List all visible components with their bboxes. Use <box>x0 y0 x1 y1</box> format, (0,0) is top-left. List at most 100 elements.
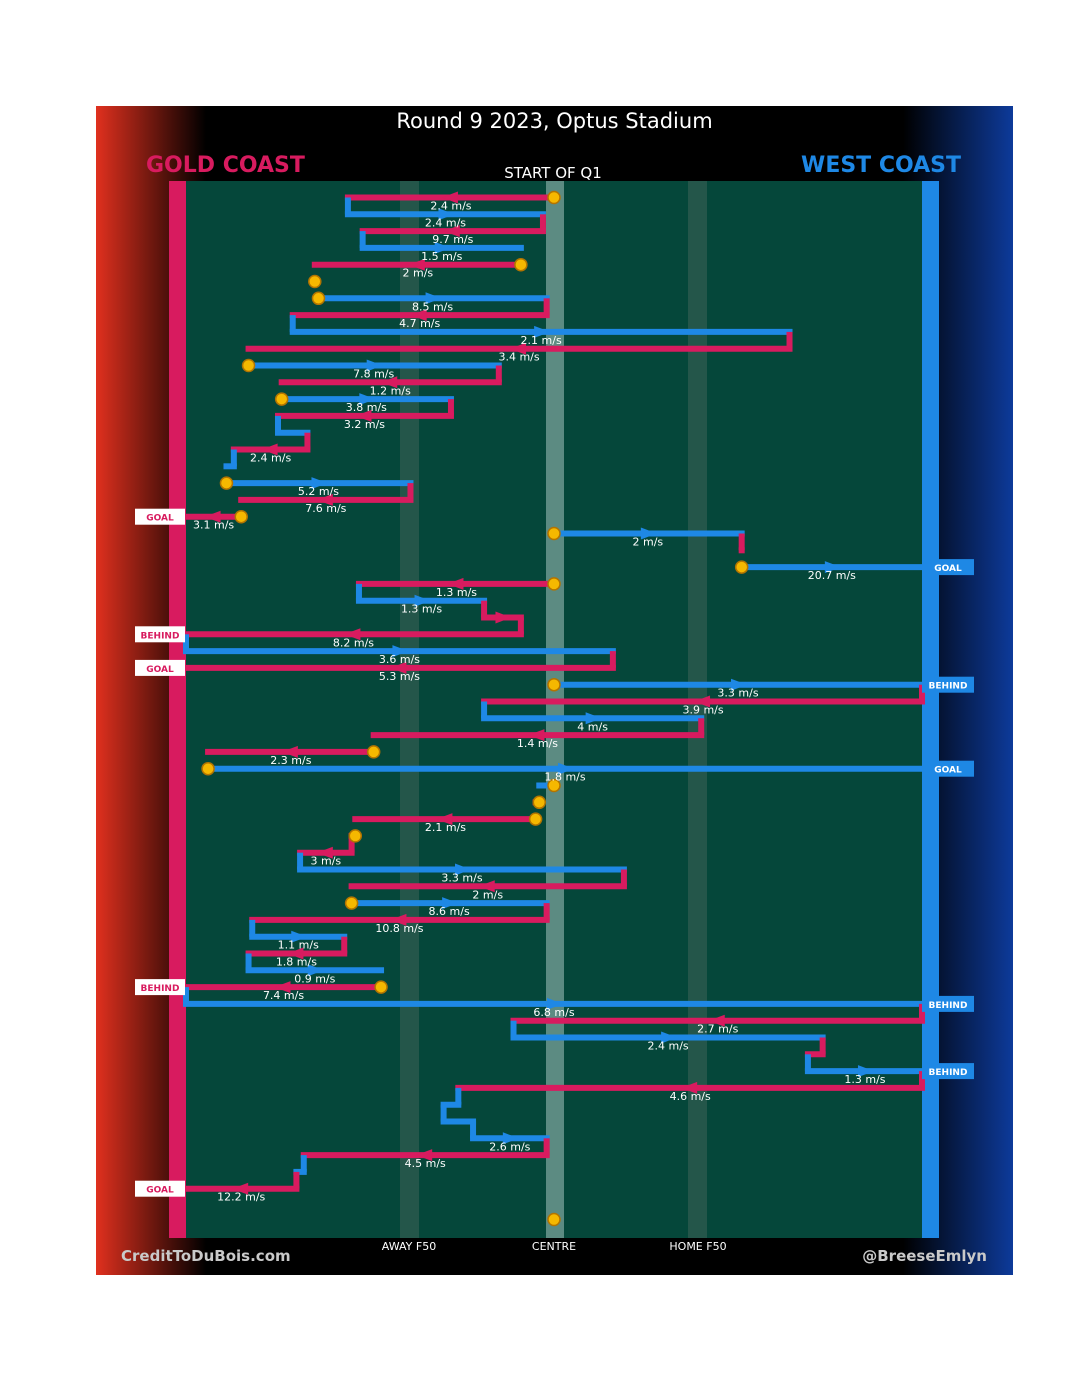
score-badge-label: GOAL <box>934 766 962 776</box>
direction-arrow <box>425 292 442 305</box>
possession-start-marker <box>311 291 326 306</box>
speed-label: 4.6 m/s <box>670 1090 711 1103</box>
speed-label: 8.5 m/s <box>412 300 453 313</box>
score-badge <box>922 995 974 1012</box>
speed-label: 12.2 m/s <box>217 1191 265 1204</box>
direction-arrow <box>640 527 657 540</box>
speed-label: 3.1 m/s <box>193 519 234 532</box>
possession-start-marker <box>547 677 561 692</box>
direction-arrow <box>478 880 495 893</box>
direction-arrow <box>694 695 711 708</box>
speed-label: 3.8 m/s <box>346 401 387 414</box>
home-f50-band <box>688 181 707 1238</box>
speed-label: 1.1 m/s <box>278 939 319 952</box>
field-zone-bands <box>400 181 707 1238</box>
away-f50-band <box>400 181 419 1238</box>
direction-arrow <box>390 661 407 674</box>
speed-label: 0.9 m/s <box>294 972 335 985</box>
direction-arrow <box>392 645 409 658</box>
credit-right: @BreeseEmlyn <box>862 1247 987 1265</box>
direction-arrow <box>311 477 328 490</box>
possession-start-marker <box>241 358 256 373</box>
speed-label: 20.7 m/s <box>808 569 856 582</box>
speed-label: 8.6 m/s <box>429 905 470 918</box>
speed-label: 2 m/s <box>472 888 503 901</box>
speed-label: 7.4 m/s <box>263 989 304 1002</box>
direction-arrow <box>316 493 333 506</box>
direction-arrow <box>291 930 308 943</box>
direction-arrow <box>232 1182 249 1195</box>
speed-label: 2 m/s <box>403 267 434 280</box>
direction-arrow <box>455 863 471 876</box>
speed-label: 1.3 m/s <box>401 603 442 616</box>
score-badge-label: BEHIND <box>929 1068 968 1078</box>
speed-label: 10.8 m/s <box>375 922 423 935</box>
score-badge <box>135 626 185 643</box>
direction-arrow <box>344 628 361 641</box>
score-badge <box>922 760 974 777</box>
possession-chain-chart: GOAL GOAL BEHIND GOAL BEHIND GOAL BEHIND BEHIND… <box>96 106 1013 1275</box>
direction-arrow <box>410 309 427 322</box>
direction-arrow <box>438 208 455 221</box>
direction-arrow <box>681 1081 698 1094</box>
centre-band <box>546 181 564 1238</box>
speed-label: 1.4 m/s <box>517 737 558 750</box>
west-coast-goal-line <box>922 181 939 1238</box>
direction-arrow <box>857 1065 874 1078</box>
direction-arrow <box>204 510 221 523</box>
possession-chains <box>183 191 925 1195</box>
possession-start-marker <box>547 190 561 205</box>
possession-start-marker <box>344 896 359 910</box>
possession-start-marker <box>308 274 322 289</box>
direction-arrow <box>281 745 298 758</box>
credit-left: CreditToDuBois.com <box>121 1247 291 1265</box>
direction-arrow <box>510 342 527 355</box>
direction-arrow <box>274 981 291 994</box>
speed-label: 3.3 m/s <box>717 687 758 700</box>
score-badge <box>922 559 974 576</box>
direction-arrow <box>441 191 458 204</box>
direction-arrow <box>708 1014 725 1027</box>
axis-label-centre: CENTRE <box>531 1240 577 1253</box>
direction-arrow <box>731 678 747 691</box>
final-centre-marker <box>547 1212 561 1227</box>
speed-label: 7.8 m/s <box>353 368 394 381</box>
direction-arrow <box>528 729 545 742</box>
speed-label: 1.5 m/s <box>421 250 462 263</box>
possession-start-marker <box>547 577 561 591</box>
direction-arrow <box>355 409 372 422</box>
direction-arrow <box>502 1132 519 1145</box>
direction-arrow <box>307 964 324 977</box>
speed-label: 2.7 m/s <box>697 1023 738 1036</box>
speed-label: 2.4 m/s <box>430 200 471 213</box>
speed-label: 4.5 m/s <box>405 1157 446 1170</box>
possession-start-marker <box>201 761 215 776</box>
speed-label: 3.6 m/s <box>379 653 420 666</box>
possession-start-marker <box>734 560 749 574</box>
home-team-name: GOLD COAST <box>146 153 305 178</box>
direction-arrow <box>316 846 333 859</box>
speed-label: 4 m/s <box>577 720 608 733</box>
direction-arrow <box>287 947 304 960</box>
direction-arrow <box>558 762 575 775</box>
speed-label: 5.3 m/s <box>379 670 420 683</box>
score-badge <box>135 1180 185 1197</box>
speed-label: 4.7 m/s <box>399 317 440 330</box>
score-badge-label: BEHIND <box>929 1001 968 1011</box>
possession-start-marker <box>547 778 561 793</box>
possession-start-marker <box>348 829 363 843</box>
speed-label: 1.8 m/s <box>276 956 317 969</box>
speed-label: 7.6 m/s <box>305 502 346 515</box>
score-badge-label: GOAL <box>146 514 174 524</box>
speed-label: 2.6 m/s <box>489 1140 530 1153</box>
speed-label: 2.4 m/s <box>425 216 466 229</box>
direction-arrow <box>661 1031 678 1044</box>
speed-label: 9.7 m/s <box>432 233 473 246</box>
possession-start-marker <box>219 476 234 490</box>
direction-arrow <box>359 393 376 406</box>
direction-arrow <box>443 225 460 238</box>
direction-arrow <box>547 997 563 1010</box>
speed-label: 2.1 m/s <box>521 334 562 347</box>
speed-label: 3.4 m/s <box>498 351 539 364</box>
direction-arrow <box>390 913 407 926</box>
